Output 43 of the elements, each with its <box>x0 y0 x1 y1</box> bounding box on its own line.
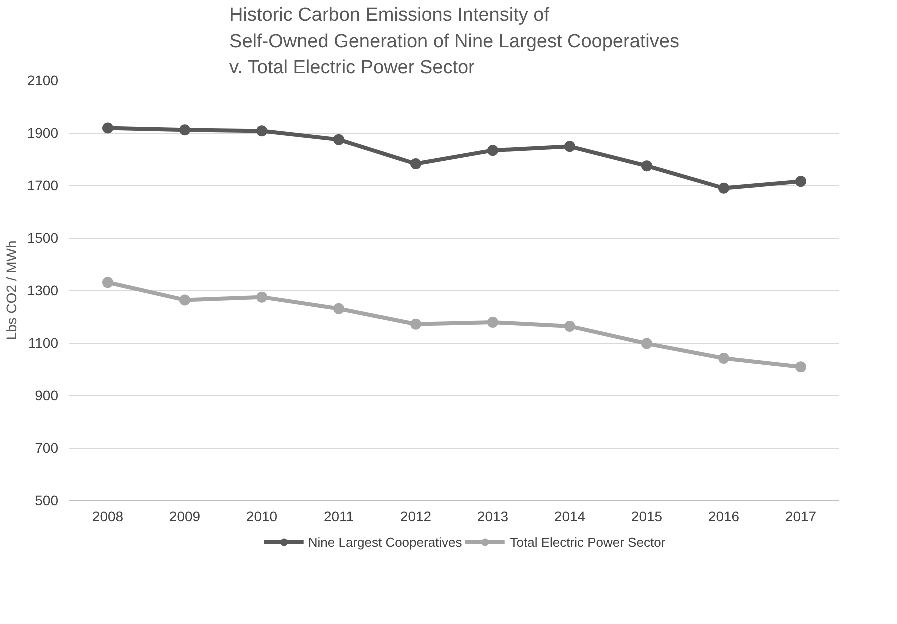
y-tick-label: 1100 <box>28 335 59 351</box>
point <box>334 134 344 146</box>
point <box>642 338 652 350</box>
y-tick-label: 1900 <box>27 125 59 141</box>
x-tick-label: 2013 <box>477 508 509 524</box>
x-tick-label: 2016 <box>708 508 740 524</box>
point <box>488 317 498 328</box>
x-tick-label: 2010 <box>246 508 278 524</box>
x-tick-label: 2009 <box>169 508 201 524</box>
point <box>410 158 422 170</box>
y-tick-label: 1700 <box>27 178 59 194</box>
y-tick-label: 500 <box>35 492 59 508</box>
legend-label: Total Electric Power Sector <box>510 534 666 550</box>
point <box>102 122 114 134</box>
point <box>488 145 498 156</box>
point <box>718 182 730 194</box>
chart-title: Historic Carbon Emissions Intensity of Self-Owned Generation of Nine Largest Cooperatives v. Total Electric Power Sector <box>230 5 680 78</box>
point <box>102 277 114 288</box>
point <box>796 176 806 188</box>
x-tick-label: 2015 <box>631 508 663 524</box>
y-tick-label: 2100 <box>27 72 59 88</box>
x-tick-label: 2014 <box>554 508 586 524</box>
y-tick-label: 1500 <box>27 230 59 246</box>
point <box>256 126 268 137</box>
point <box>642 160 652 172</box>
y-tick-label: 1300 <box>27 282 59 298</box>
y-tick-label: 900 <box>35 388 59 404</box>
point <box>718 352 730 364</box>
point <box>564 141 576 152</box>
legend-label: Nine Largest Cooperatives <box>308 534 462 550</box>
x-tick-label: 2012 <box>400 508 432 524</box>
point <box>410 318 422 330</box>
point <box>334 303 344 314</box>
point <box>564 320 576 332</box>
y-axis-title: Lbs CO2 / MWh <box>3 240 20 340</box>
x-tick-label: 2008 <box>92 508 124 524</box>
point <box>256 292 268 303</box>
point <box>180 294 190 306</box>
point <box>796 362 806 373</box>
x-tick-label: 2017 <box>785 508 817 524</box>
x-tick-label: 2011 <box>324 508 354 524</box>
point <box>180 124 190 136</box>
y-tick-label: 700 <box>35 440 59 456</box>
